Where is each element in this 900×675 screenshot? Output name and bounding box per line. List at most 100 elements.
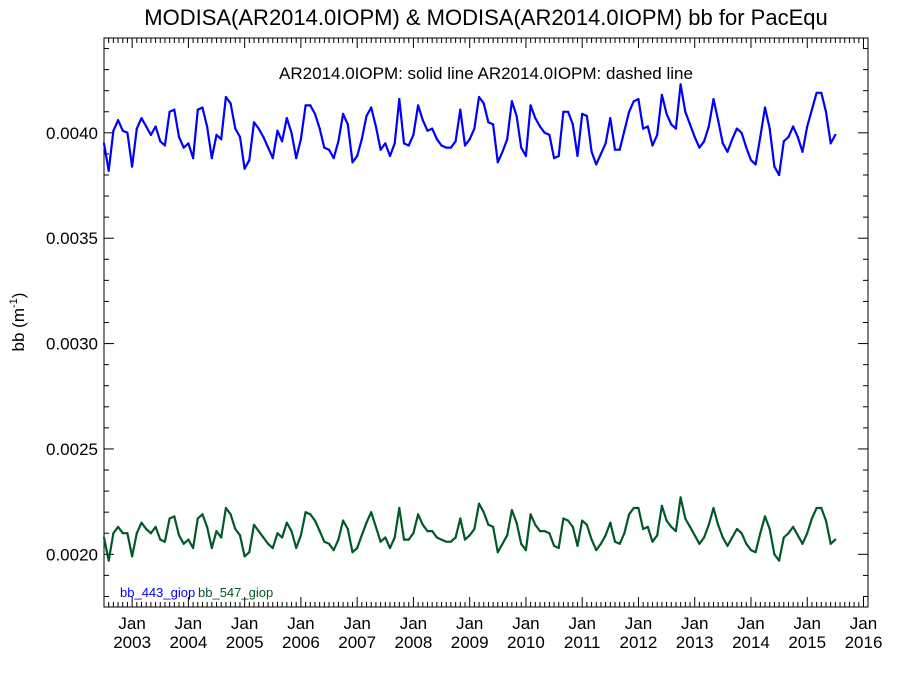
data-point bbox=[374, 125, 377, 128]
data-point bbox=[538, 125, 542, 128]
data-point bbox=[721, 142, 724, 145]
data-point bbox=[524, 154, 528, 158]
x-tick-label-month: Jan bbox=[175, 614, 202, 633]
data-point bbox=[731, 138, 734, 141]
data-point bbox=[402, 142, 406, 145]
data-point bbox=[107, 559, 110, 562]
data-point bbox=[323, 146, 326, 149]
data-point bbox=[299, 138, 302, 141]
data-point bbox=[163, 540, 166, 543]
data-point bbox=[810, 517, 814, 520]
data-point bbox=[468, 534, 471, 537]
x-tick-label-month: Jan bbox=[456, 614, 483, 633]
data-point bbox=[576, 544, 579, 548]
data-point bbox=[703, 536, 706, 539]
data-point bbox=[131, 555, 134, 558]
data-point bbox=[224, 506, 227, 510]
data-point bbox=[595, 549, 598, 552]
data-point bbox=[820, 91, 823, 94]
y-axis-label-text: bb (m bbox=[9, 308, 28, 351]
data-point bbox=[431, 127, 434, 130]
data-point bbox=[276, 532, 279, 535]
x-tick-label-year: 2016 bbox=[845, 633, 883, 652]
x-tick-label-month: Jan bbox=[231, 614, 258, 633]
data-point bbox=[487, 121, 490, 124]
data-point bbox=[801, 542, 804, 545]
data-point bbox=[656, 133, 659, 136]
data-point bbox=[773, 165, 776, 168]
y-tick-label: 0.0035 bbox=[46, 229, 98, 248]
data-point bbox=[388, 154, 392, 158]
data-point bbox=[229, 102, 232, 105]
data-point bbox=[520, 146, 523, 149]
y-tick-label: 0.0020 bbox=[46, 545, 98, 564]
data-point bbox=[796, 135, 799, 139]
data-point bbox=[820, 506, 823, 510]
data-point bbox=[665, 112, 668, 115]
data-point bbox=[154, 125, 157, 128]
data-point bbox=[177, 534, 181, 537]
data-point bbox=[384, 142, 387, 145]
data-point bbox=[468, 138, 471, 141]
data-point bbox=[562, 110, 565, 113]
data-point bbox=[759, 532, 762, 535]
data-point bbox=[351, 161, 354, 164]
data-point bbox=[168, 517, 171, 520]
data-point bbox=[463, 538, 467, 541]
data-point bbox=[735, 127, 739, 130]
plot-frame bbox=[103, 37, 869, 608]
data-point bbox=[712, 506, 715, 510]
data-point bbox=[435, 138, 438, 141]
data-point bbox=[538, 530, 542, 533]
data-point bbox=[252, 523, 256, 526]
series-layer bbox=[102, 83, 837, 562]
data-point bbox=[290, 131, 293, 134]
data-point bbox=[121, 129, 124, 132]
data-point bbox=[745, 542, 748, 545]
data-point bbox=[515, 521, 518, 524]
data-point bbox=[140, 117, 143, 120]
data-point bbox=[520, 542, 523, 545]
data-point bbox=[463, 144, 467, 147]
data-point bbox=[684, 517, 687, 520]
data-point bbox=[407, 144, 410, 147]
data-point bbox=[140, 521, 143, 524]
data-point bbox=[440, 538, 443, 541]
data-point bbox=[726, 150, 729, 153]
data-point bbox=[543, 530, 546, 533]
data-point bbox=[107, 169, 110, 172]
data-point bbox=[778, 559, 781, 562]
x-tick-label-year: 2003 bbox=[113, 633, 151, 652]
data-point bbox=[374, 525, 377, 529]
data-point bbox=[379, 148, 382, 151]
data-point bbox=[454, 140, 457, 143]
data-point bbox=[145, 125, 148, 128]
data-point bbox=[309, 513, 312, 516]
data-point bbox=[206, 125, 209, 128]
data-point bbox=[604, 534, 607, 537]
data-point bbox=[557, 154, 560, 158]
data-point bbox=[281, 140, 284, 143]
series-bb_547_giop bbox=[102, 496, 837, 562]
data-point bbox=[510, 509, 513, 512]
data-point bbox=[351, 551, 354, 554]
x-tick-label-year: 2013 bbox=[676, 633, 714, 652]
data-point bbox=[585, 114, 589, 118]
data-point bbox=[829, 542, 832, 545]
x-tick-label-month: Jan bbox=[118, 614, 145, 633]
series-line-bb_443_giop bbox=[102, 83, 837, 177]
data-point bbox=[201, 106, 204, 109]
data-point bbox=[501, 542, 504, 545]
chart-subtitle: AR2014.0IOPM: solid line AR2014.0IOPM: d… bbox=[279, 64, 693, 83]
data-point bbox=[342, 112, 345, 115]
data-point bbox=[717, 523, 720, 526]
legend: bb_443_giop bb_547_giop bbox=[120, 585, 273, 600]
data-point bbox=[824, 110, 828, 113]
data-point bbox=[613, 540, 617, 543]
data-point bbox=[192, 157, 195, 160]
data-point bbox=[370, 106, 373, 109]
data-point bbox=[285, 521, 288, 524]
data-point bbox=[496, 551, 499, 554]
x-tick-label-year: 2007 bbox=[338, 633, 376, 652]
